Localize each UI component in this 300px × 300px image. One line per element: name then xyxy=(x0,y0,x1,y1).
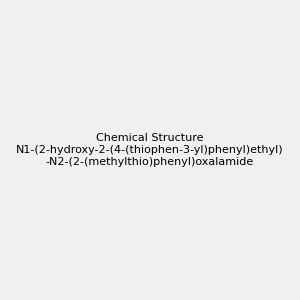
Text: Chemical Structure
N1-(2-hydroxy-2-(4-(thiophen-3-yl)phenyl)ethyl)
-N2-(2-(methy: Chemical Structure N1-(2-hydroxy-2-(4-(t… xyxy=(16,134,284,166)
